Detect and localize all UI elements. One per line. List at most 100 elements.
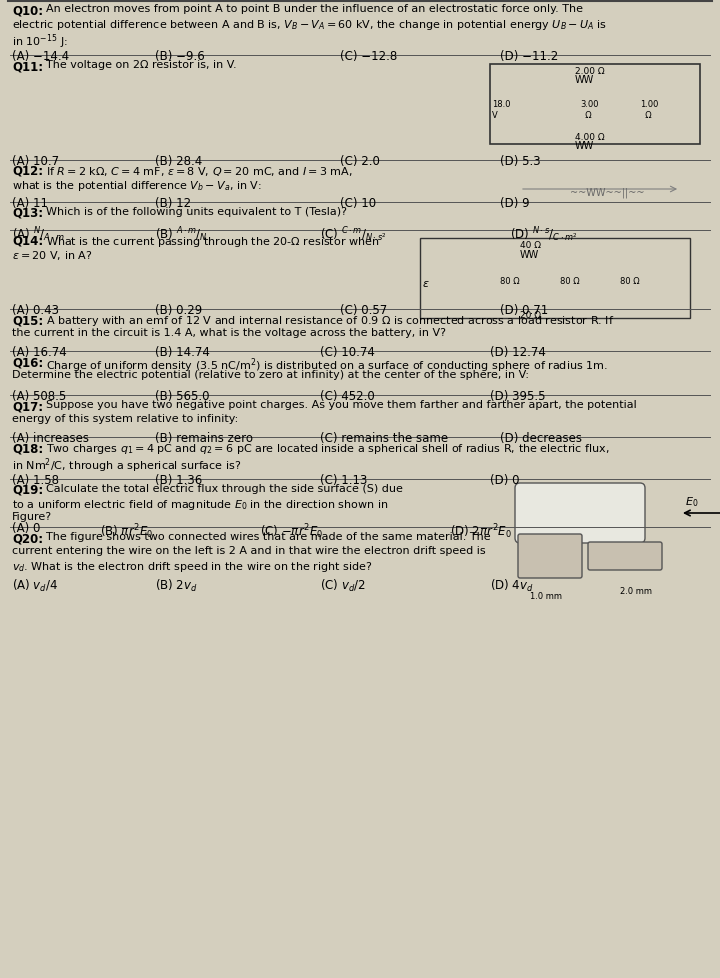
Text: (C) −12.8: (C) −12.8 xyxy=(340,50,397,63)
Text: The voltage on 2Ω resistor is, in V.: The voltage on 2Ω resistor is, in V. xyxy=(46,60,237,70)
Text: (C) $-\pi r^2 E_0$: (C) $-\pi r^2 E_0$ xyxy=(260,521,323,540)
Text: 2.0 mm: 2.0 mm xyxy=(620,587,652,596)
Text: (D) 9: (D) 9 xyxy=(500,197,530,210)
Text: (A) 508.5: (A) 508.5 xyxy=(12,389,66,403)
Text: (D) $4v_d$: (D) $4v_d$ xyxy=(490,577,534,594)
Text: (D) 5.3: (D) 5.3 xyxy=(500,155,541,168)
Text: (B) −9.6: (B) −9.6 xyxy=(155,50,204,63)
Text: Q16:: Q16: xyxy=(12,356,43,369)
Text: (A) $^N/_{A \cdot m}$: (A) $^N/_{A \cdot m}$ xyxy=(12,225,65,244)
Text: (D) 0: (D) 0 xyxy=(490,473,520,486)
FancyBboxPatch shape xyxy=(515,483,645,544)
Text: (B) $2v_d$: (B) $2v_d$ xyxy=(155,577,198,594)
Text: 3.00
  Ω: 3.00 Ω xyxy=(580,100,598,119)
Text: If $R = 2$ k$\Omega$, $C = 4$ mF, $\varepsilon = 8$ V, $Q = 20$ mC, and $I = 3$ : If $R = 2$ k$\Omega$, $C = 4$ mF, $\vare… xyxy=(46,165,353,178)
Text: (B) remains zero: (B) remains zero xyxy=(155,431,253,445)
Text: what is the potential difference $V_b - V_a$, in V:: what is the potential difference $V_b - … xyxy=(12,179,262,193)
Text: (D) 0.71: (D) 0.71 xyxy=(500,304,548,317)
Text: (C) 10.74: (C) 10.74 xyxy=(320,345,375,359)
Text: 80 Ω: 80 Ω xyxy=(560,276,580,286)
Text: (A) 10.7: (A) 10.7 xyxy=(12,155,59,168)
Text: ~~WW~~||~~: ~~WW~~||~~ xyxy=(570,188,644,199)
Text: (C) remains the same: (C) remains the same xyxy=(320,431,448,445)
Text: Figure?: Figure? xyxy=(12,511,52,521)
FancyBboxPatch shape xyxy=(588,543,662,570)
Text: What is the current passing through the 20-$\Omega$ resistor when: What is the current passing through the … xyxy=(46,235,379,248)
Text: Q19:: Q19: xyxy=(12,483,43,497)
Text: 80 Ω: 80 Ω xyxy=(500,276,520,286)
Text: (C) 1.13: (C) 1.13 xyxy=(320,473,367,486)
Text: Q10:: Q10: xyxy=(12,4,43,17)
Text: (A) 0: (A) 0 xyxy=(12,521,40,534)
Text: Q13:: Q13: xyxy=(12,206,43,220)
Text: (A) 0.43: (A) 0.43 xyxy=(12,304,59,317)
Text: Calculate the total electric flux through the side surface (S) due: Calculate the total electric flux throug… xyxy=(46,483,403,494)
Text: Charge of uniform density (3.5 nC/m$^2$) is distributed on a surface of conducti: Charge of uniform density (3.5 nC/m$^2$)… xyxy=(46,356,608,375)
Text: WW: WW xyxy=(520,249,539,260)
Text: (C) 10: (C) 10 xyxy=(340,197,376,210)
Text: (A) 16.74: (A) 16.74 xyxy=(12,345,67,359)
Text: Determine the electric potential (relative to zero at infinity) at the center of: Determine the electric potential (relati… xyxy=(12,370,529,379)
Text: Q14:: Q14: xyxy=(12,235,43,247)
Text: The figure shows two connected wires that are made of the same material. The: The figure shows two connected wires tha… xyxy=(46,531,490,542)
Text: (C) $v_d/2$: (C) $v_d/2$ xyxy=(320,577,366,594)
Bar xyxy=(420,239,690,319)
Text: current entering the wire on the left is 2 A and in that wire the electron drift: current entering the wire on the left is… xyxy=(12,546,485,556)
Text: (B) 12: (B) 12 xyxy=(155,197,191,210)
Text: (B) $^{A \cdot m}/_{N}$: (B) $^{A \cdot m}/_{N}$ xyxy=(155,225,208,244)
Text: Q15:: Q15: xyxy=(12,314,43,327)
Text: 20 Ω: 20 Ω xyxy=(520,311,541,320)
Text: 18.0
V: 18.0 V xyxy=(492,100,510,119)
Text: 1.0 mm: 1.0 mm xyxy=(530,592,562,600)
Text: Q18:: Q18: xyxy=(12,441,43,455)
Text: in Nm$^2$/C, through a spherical surface is?: in Nm$^2$/C, through a spherical surface… xyxy=(12,456,241,474)
Text: (B) $\pi r^2 E_0$: (B) $\pi r^2 E_0$ xyxy=(100,521,153,540)
Text: electric potential difference between A and B is, $V_B - V_A = 60$ kV, the chang: electric potential difference between A … xyxy=(12,18,607,32)
Text: Suppose you have two negative point charges. As you move them farther and farthe: Suppose you have two negative point char… xyxy=(46,400,636,410)
Text: (D) $2\pi r^2 E_0$: (D) $2\pi r^2 E_0$ xyxy=(450,521,512,540)
Text: 2.00 Ω: 2.00 Ω xyxy=(575,67,605,76)
Text: 40 Ω: 40 Ω xyxy=(520,241,541,249)
Text: (D) 12.74: (D) 12.74 xyxy=(490,345,546,359)
Text: $v_d$. What is the electron drift speed in the wire on the right side?: $v_d$. What is the electron drift speed … xyxy=(12,559,372,573)
Text: (A) 1.58: (A) 1.58 xyxy=(12,473,59,486)
Bar xyxy=(490,65,700,145)
Text: in $10^{-15}$ J:: in $10^{-15}$ J: xyxy=(12,32,68,51)
Text: to a uniform electric field of magnitude $E_0$ in the direction shown in: to a uniform electric field of magnitude… xyxy=(12,498,388,511)
Text: (D) decreases: (D) decreases xyxy=(500,431,582,445)
Text: 4.00 Ω: 4.00 Ω xyxy=(575,133,605,142)
Text: $\varepsilon$: $\varepsilon$ xyxy=(422,279,430,289)
Text: WW: WW xyxy=(575,141,594,151)
Text: Q20:: Q20: xyxy=(12,531,43,545)
FancyBboxPatch shape xyxy=(518,534,582,578)
Text: WW: WW xyxy=(575,75,594,85)
Text: (C) $^{C \cdot m}/_{N \cdot s^2}$: (C) $^{C \cdot m}/_{N \cdot s^2}$ xyxy=(320,225,387,244)
Text: (C) 0.57: (C) 0.57 xyxy=(340,304,387,317)
Text: (A) $v_d/4$: (A) $v_d/4$ xyxy=(12,577,58,594)
Text: A battery with an emf of 12 V and internal resistance of 0.9 $\Omega$ is connect: A battery with an emf of 12 V and intern… xyxy=(46,314,614,328)
Text: energy of this system relative to infinity:: energy of this system relative to infini… xyxy=(12,414,238,423)
Text: $\varepsilon = 20$ V, in A?: $\varepsilon = 20$ V, in A? xyxy=(12,248,92,262)
Text: (B) 28.4: (B) 28.4 xyxy=(155,155,202,168)
Text: An electron moves from point A to point B under the influence of an electrostati: An electron moves from point A to point … xyxy=(46,4,583,14)
Text: (A) −14.4: (A) −14.4 xyxy=(12,50,69,63)
Text: (B) 565.0: (B) 565.0 xyxy=(155,389,210,403)
Text: (A) 11: (A) 11 xyxy=(12,197,48,210)
Text: (B) 1.36: (B) 1.36 xyxy=(155,473,202,486)
Text: 1.00
  Ω: 1.00 Ω xyxy=(640,100,658,119)
Text: (D) $^{N \cdot s}/_{C \cdot m^2}$: (D) $^{N \cdot s}/_{C \cdot m^2}$ xyxy=(510,225,577,244)
Text: (D) −11.2: (D) −11.2 xyxy=(500,50,558,63)
Text: Which is of the following units equivalent to T (Tesla)?: Which is of the following units equivale… xyxy=(46,206,347,217)
Text: Q11:: Q11: xyxy=(12,60,43,73)
Text: (C) 2.0: (C) 2.0 xyxy=(340,155,380,168)
Text: (A) increases: (A) increases xyxy=(12,431,89,445)
Text: Two charges $q_1 = 4$ pC and $q_2 = 6$ pC are located inside a spherical shell o: Two charges $q_1 = 4$ pC and $q_2 = 6$ p… xyxy=(46,441,609,456)
Text: Q17:: Q17: xyxy=(12,400,43,413)
Text: (C) 452.0: (C) 452.0 xyxy=(320,389,374,403)
Text: $E_0$: $E_0$ xyxy=(685,495,698,509)
Text: Q12:: Q12: xyxy=(12,165,43,178)
Text: 80 Ω: 80 Ω xyxy=(620,276,639,286)
Text: (B) 0.29: (B) 0.29 xyxy=(155,304,202,317)
Text: the current in the circuit is 1.4 A, what is the voltage across the battery, in : the current in the circuit is 1.4 A, wha… xyxy=(12,328,446,337)
Text: (D) 395.5: (D) 395.5 xyxy=(490,389,546,403)
